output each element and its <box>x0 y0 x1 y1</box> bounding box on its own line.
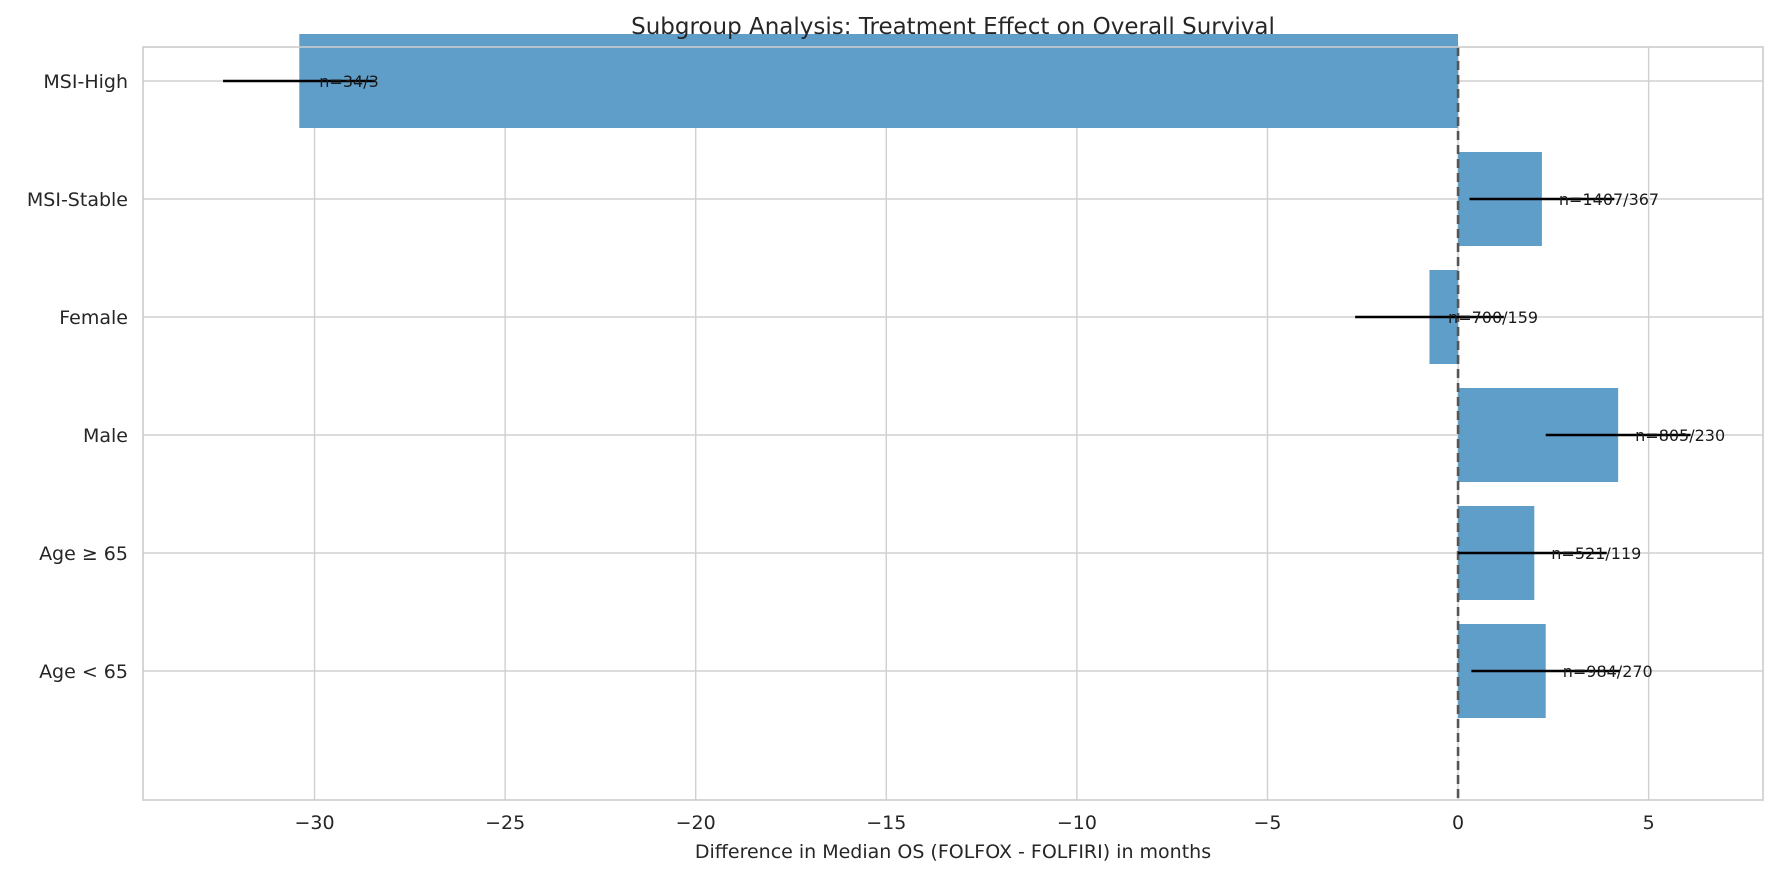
x-tick-label: −10 <box>1057 812 1097 834</box>
chart-title: Subgroup Analysis: Treatment Effect on O… <box>631 14 1275 40</box>
data-label: n=700/159 <box>1448 308 1538 327</box>
x-tick-label: −15 <box>866 812 906 834</box>
data-label: n=1407/367 <box>1559 190 1659 209</box>
data-labels: n=34/3 n=1407/367 n=700/159 n=805/230 n=521/… <box>319 72 1725 681</box>
bar <box>299 34 1459 128</box>
y-tick-labels: MSI-High MSI-Stable Female Male Age ≥ 65 Age … <box>27 71 128 683</box>
x-tick-label: −5 <box>1253 812 1281 834</box>
data-label: n=521/119 <box>1551 544 1641 563</box>
y-tick-label: MSI-High <box>43 71 128 93</box>
x-tick-label: −30 <box>294 812 334 834</box>
data-label: n=984/270 <box>1563 662 1653 681</box>
error-bars <box>223 79 1691 673</box>
x-tick-label: −25 <box>485 812 525 834</box>
x-tick-label: −20 <box>676 812 716 834</box>
x-tick-label: 0 <box>1452 812 1464 834</box>
y-tick-label: Male <box>83 425 128 447</box>
y-tick-label: Age < 65 <box>39 661 128 683</box>
x-axis-label: Difference in Median OS (FOLFOX - FOLFIR… <box>695 841 1211 863</box>
y-tick-label: Female <box>59 307 128 329</box>
bars <box>299 34 1619 718</box>
x-tick-labels: −30 −25 −20 −15 −10 −5 0 5 <box>294 812 1654 834</box>
x-tick-label: 5 <box>1643 812 1655 834</box>
y-tick-label: Age ≥ 65 <box>39 543 128 565</box>
y-tick-label: MSI-Stable <box>27 189 128 211</box>
data-label: n=34/3 <box>319 72 378 91</box>
plot-frame <box>142 46 1764 801</box>
data-label: n=805/230 <box>1635 426 1725 445</box>
